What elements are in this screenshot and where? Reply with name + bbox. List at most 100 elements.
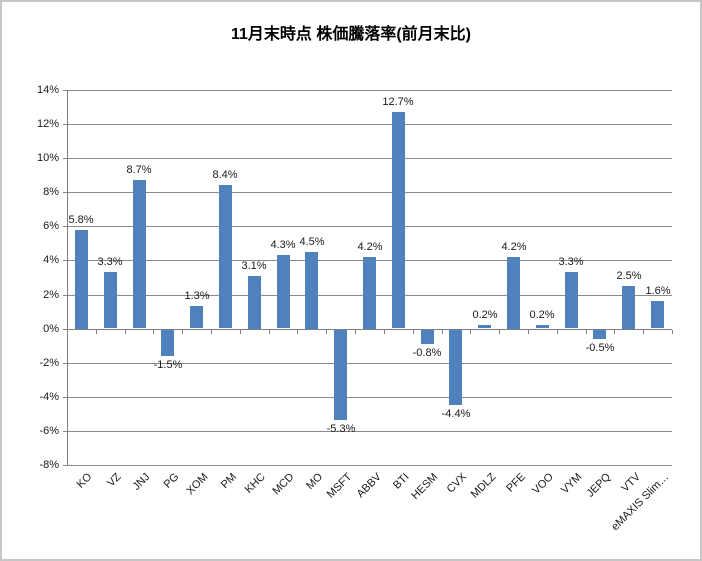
data-label-CVX: -4.4% [441,408,471,420]
bar-VOO [536,325,549,328]
data-label-MDLZ: 0.2% [472,309,498,321]
x-axis-tick [240,330,241,334]
data-label-PM: 8.4% [212,169,238,181]
x-axis-tick [442,330,443,334]
bar-MSFT [334,330,347,420]
data-label-BTI: 12.7% [382,96,414,108]
x-axis-tick [557,330,558,334]
data-label-PFE: 4.2% [501,241,527,253]
y-axis-tick-label: 2% [43,289,59,301]
x-axis-category-label: MO [304,471,326,493]
bar-MO [305,252,318,329]
x-axis-category-label: MDLZ [468,471,499,501]
x-axis-category-label: PFE [503,471,528,495]
x-axis-tick [67,330,68,334]
x-axis-category-label: MSFT [324,471,355,501]
y-axis-tick-label: 14% [36,84,59,96]
y-axis-tick-label: 8% [43,186,59,198]
gridline-10 [63,158,672,159]
x-axis-category-label: VTV [618,471,643,495]
bar-JEPQ [593,330,606,339]
bar-KO [75,230,88,329]
y-axis-tick-label: 10% [36,152,59,164]
x-axis-category-label: BTI [390,471,412,492]
bar-BTI [392,112,405,328]
x-axis-category-label: JNJ [130,471,153,493]
y-axis-tick-label: 6% [43,220,59,232]
bar-eMAXIS Slim… [651,301,664,328]
x-axis-category-label: MCD [270,471,297,498]
x-axis-tick [413,330,414,334]
data-label-VZ: 3.3% [97,256,123,268]
gridline--8 [63,465,672,466]
bar-HESM [421,330,434,344]
gridline--6 [63,431,672,432]
data-label-JEPQ: -0.5% [585,342,615,354]
bar-PM [219,185,232,328]
x-axis-category-label: VZ [105,471,124,490]
x-axis-category-label: PM [218,471,239,492]
bar-ABBV [363,257,376,329]
data-label-KHC: 3.1% [241,260,267,272]
data-label-VOO: 0.2% [529,309,555,321]
y-axis-tick-label: 12% [36,118,59,130]
x-axis-category-label: VOO [529,471,556,497]
y-axis-tick-label: -6% [39,425,59,437]
x-axis-tick [643,330,644,334]
data-label-HESM: -0.8% [412,347,442,359]
x-axis-category-label: HESM [409,471,441,502]
x-axis-tick [470,330,471,334]
data-label-VTV: 2.5% [616,270,642,282]
x-axis-category-label: XOM [184,471,211,498]
x-axis-category-label: VYM [559,471,585,497]
y-axis-tick-label: -4% [39,391,59,403]
x-axis-category-label: KO [74,471,95,491]
x-axis-category-label: ABBV [354,471,384,501]
x-axis-category-label: PG [161,471,182,491]
bar-XOM [190,306,203,328]
x-axis-tick [211,330,212,334]
data-label-ABBV: 4.2% [357,241,383,253]
bar-PG [161,330,174,356]
data-label-MO: 4.5% [299,236,325,248]
x-axis-tick [586,330,587,334]
x-axis-tick [384,330,385,334]
gridline-0 [63,329,672,330]
bar-VTV [622,286,635,329]
x-axis-tick [182,330,183,334]
gridline-14 [63,90,672,91]
x-axis-tick [269,330,270,334]
bar-MDLZ [478,325,491,328]
bar-JNJ [133,180,146,328]
data-label-XOM: 1.3% [184,290,210,302]
y-axis-tick-label: 0% [43,323,59,335]
x-axis-tick [672,330,673,334]
gridline-8 [63,192,672,193]
x-axis-tick [326,330,327,334]
x-axis-tick [528,330,529,334]
gridline--2 [63,363,672,364]
bar-KHC [248,276,261,329]
x-axis-tick [96,330,97,334]
y-axis-tick-label: 4% [43,254,59,266]
x-axis-category-label: JEPQ [584,471,614,500]
bar-VYM [565,272,578,328]
x-axis-tick [614,330,615,334]
data-label-JNJ: 8.7% [126,164,152,176]
bar-PFE [507,257,520,329]
y-axis-tick-label: -8% [39,459,59,471]
y-axis-line [67,90,68,465]
data-label-eMAXIS Slim…: 1.6% [645,285,671,297]
bar-CVX [449,330,462,405]
data-label-KO: 5.8% [68,214,94,226]
data-label-VYM: 3.3% [558,256,584,268]
chart-title: 11月末時点 株価騰落率(前月末比) [230,26,472,43]
data-label-MSFT: -5.3% [326,423,356,435]
x-axis-category-label: CVX [445,471,470,496]
x-axis-tick [153,330,154,334]
bar-VZ [104,272,117,328]
x-axis-tick [355,330,356,334]
x-axis-tick [499,330,500,334]
data-label-PG: -1.5% [153,359,183,371]
